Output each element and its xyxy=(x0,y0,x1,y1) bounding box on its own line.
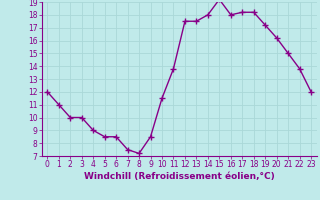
X-axis label: Windchill (Refroidissement éolien,°C): Windchill (Refroidissement éolien,°C) xyxy=(84,172,275,181)
